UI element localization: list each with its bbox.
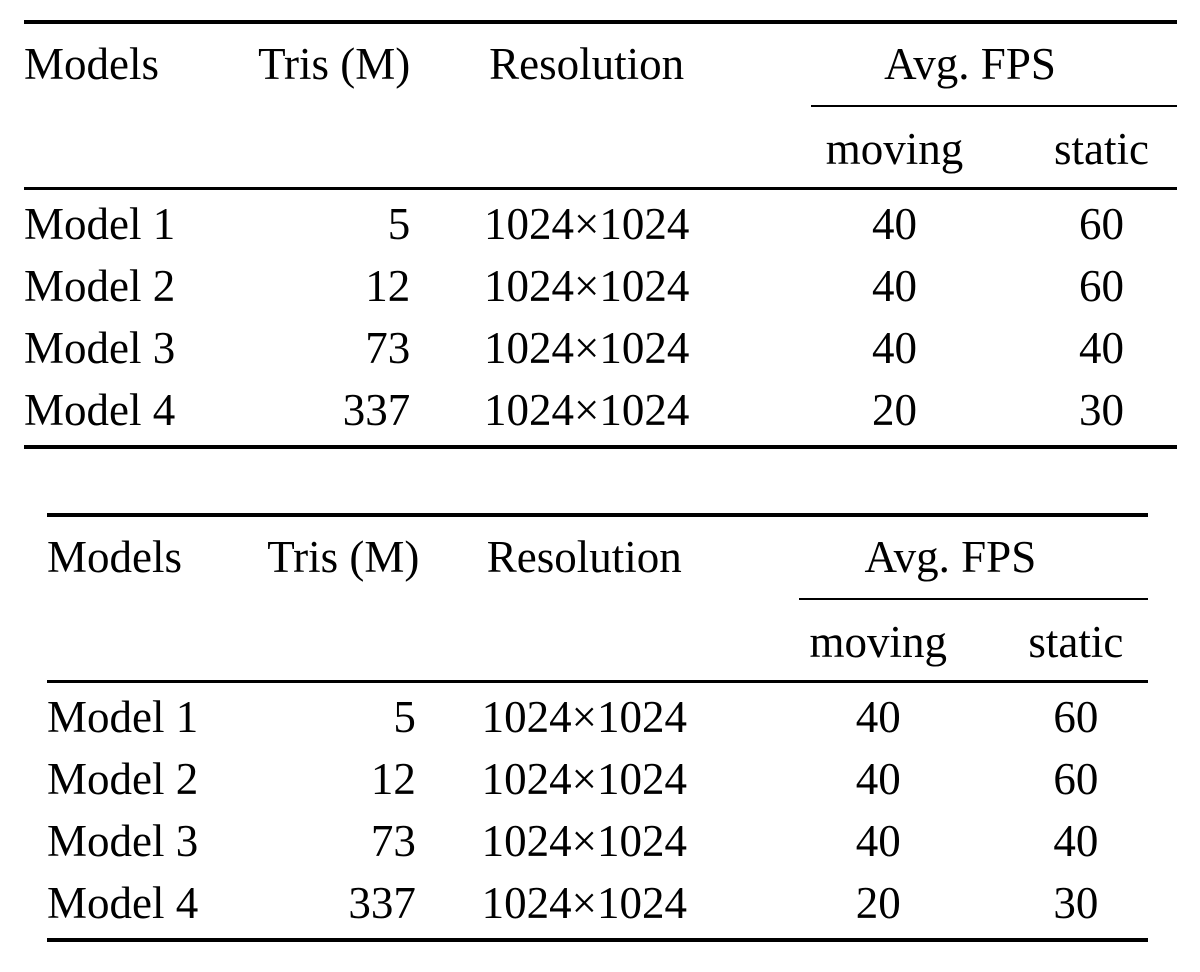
resolution-cell: 1024×1024 bbox=[483, 198, 690, 249]
resolution-cell: 1024×1024 bbox=[481, 691, 687, 742]
table1-top-rule bbox=[24, 20, 1177, 24]
table2-col-header-avg-fps: Avg. FPS bbox=[864, 532, 1037, 582]
fps-static-cell: 60 bbox=[1053, 691, 1099, 742]
table2-header-midrule bbox=[47, 680, 1148, 683]
table2-header-spacer-3 bbox=[416, 598, 753, 686]
table-row: Model 2 12 1024×1024 40 60 bbox=[47, 748, 1148, 810]
table1-bottom-rule bbox=[24, 445, 1177, 449]
table2-col-header-moving: moving bbox=[809, 616, 947, 667]
table2-header-row-2: moving static bbox=[47, 598, 1148, 686]
model-name-cell: Model 3 bbox=[24, 322, 176, 373]
table2-col-header-resolution: Resolution bbox=[486, 532, 682, 582]
table2-header-row-1: Models Tris (M) Resolution Avg. FPS bbox=[47, 517, 1148, 598]
tris-cell: 5 bbox=[387, 198, 411, 249]
table2-header-spacer-2 bbox=[267, 598, 416, 686]
fps-benchmark-table-1: Models Tris (M) Resolution Avg. FPS movi… bbox=[24, 20, 1177, 449]
fps-moving-cell: 20 bbox=[871, 384, 917, 435]
model-name-cell: Model 4 bbox=[47, 877, 199, 928]
table1-avg-fps-cmidrule bbox=[811, 105, 1177, 107]
tris-cell: 337 bbox=[348, 877, 416, 928]
table2-col-header-static: static bbox=[1028, 616, 1124, 667]
tris-cell: 12 bbox=[370, 753, 416, 804]
fps-static-cell: 60 bbox=[1078, 198, 1124, 249]
table1-header-row-1: Models Tris (M) Resolution Avg. FPS bbox=[24, 24, 1177, 105]
table1-col-header-resolution: Resolution bbox=[489, 39, 685, 89]
tris-cell: 12 bbox=[365, 260, 411, 311]
table1-header-spacer-3 bbox=[410, 105, 763, 193]
resolution-cell: 1024×1024 bbox=[483, 260, 690, 311]
table-row: Model 2 12 1024×1024 40 60 bbox=[24, 255, 1177, 317]
table-row: Model 3 73 1024×1024 40 40 bbox=[47, 810, 1148, 872]
fps-moving-cell: 40 bbox=[855, 753, 901, 804]
fps-moving-cell: 40 bbox=[855, 691, 901, 742]
resolution-cell: 1024×1024 bbox=[481, 815, 687, 866]
fps-static-cell: 30 bbox=[1053, 877, 1099, 928]
fps-static-cell: 60 bbox=[1053, 753, 1099, 804]
table2-top-rule bbox=[47, 513, 1148, 517]
resolution-cell: 1024×1024 bbox=[483, 322, 690, 373]
table2-avg-fps-cmidrule bbox=[798, 598, 1148, 600]
fps-moving-cell: 40 bbox=[871, 260, 917, 311]
tris-cell: 5 bbox=[393, 691, 416, 742]
resolution-cell: 1024×1024 bbox=[481, 877, 687, 928]
table1-header-spacer-1 bbox=[24, 105, 255, 193]
fps-benchmark-table-2: Models Tris (M) Resolution Avg. FPS movi… bbox=[47, 513, 1148, 942]
table2-header-spacer-1 bbox=[47, 598, 267, 686]
resolution-cell: 1024×1024 bbox=[483, 384, 690, 435]
tris-cell: 73 bbox=[365, 322, 411, 373]
table1-header-spacer-2 bbox=[255, 105, 411, 193]
tris-cell: 337 bbox=[342, 384, 411, 435]
model-name-cell: Model 2 bbox=[47, 753, 199, 804]
model-name-cell: Model 4 bbox=[24, 384, 176, 435]
table2-grid: Models Tris (M) Resolution Avg. FPS movi… bbox=[47, 517, 1148, 934]
table2-col-header-tris: Tris (M) bbox=[267, 532, 420, 582]
fps-static-cell: 30 bbox=[1078, 384, 1124, 435]
table1-header-midrule bbox=[24, 187, 1177, 190]
table-row: Model 1 5 1024×1024 40 60 bbox=[47, 686, 1148, 748]
model-name-cell: Model 2 bbox=[24, 260, 176, 311]
table-row: Model 1 5 1024×1024 40 60 bbox=[24, 193, 1177, 255]
resolution-cell: 1024×1024 bbox=[481, 753, 687, 804]
fps-moving-cell: 40 bbox=[871, 322, 917, 373]
table-row: Model 4 337 1024×1024 20 30 bbox=[24, 379, 1177, 441]
model-name-cell: Model 1 bbox=[24, 198, 176, 249]
table2-bottom-rule bbox=[47, 938, 1148, 942]
fps-static-cell: 60 bbox=[1078, 260, 1124, 311]
fps-moving-cell: 20 bbox=[855, 877, 901, 928]
table1-col-header-static: static bbox=[1053, 123, 1149, 174]
model-name-cell: Model 1 bbox=[47, 691, 199, 742]
table-row: Model 4 337 1024×1024 20 30 bbox=[47, 872, 1148, 934]
fps-static-cell: 40 bbox=[1078, 322, 1124, 373]
fps-moving-cell: 40 bbox=[855, 815, 901, 866]
table1-col-header-avg-fps: Avg. FPS bbox=[884, 39, 1056, 89]
table1-col-header-tris: Tris (M) bbox=[258, 39, 411, 89]
model-name-cell: Model 3 bbox=[47, 815, 199, 866]
fps-static-cell: 40 bbox=[1053, 815, 1099, 866]
table-row: Model 3 73 1024×1024 40 40 bbox=[24, 317, 1177, 379]
table1-col-header-moving: moving bbox=[825, 123, 964, 174]
table1-header-row-2: moving static bbox=[24, 105, 1177, 193]
table2-col-header-models: Models bbox=[47, 532, 182, 582]
tris-cell: 73 bbox=[370, 815, 416, 866]
fps-moving-cell: 40 bbox=[871, 198, 917, 249]
table1-grid: Models Tris (M) Resolution Avg. FPS movi… bbox=[24, 24, 1177, 441]
table1-col-header-models: Models bbox=[24, 39, 159, 89]
